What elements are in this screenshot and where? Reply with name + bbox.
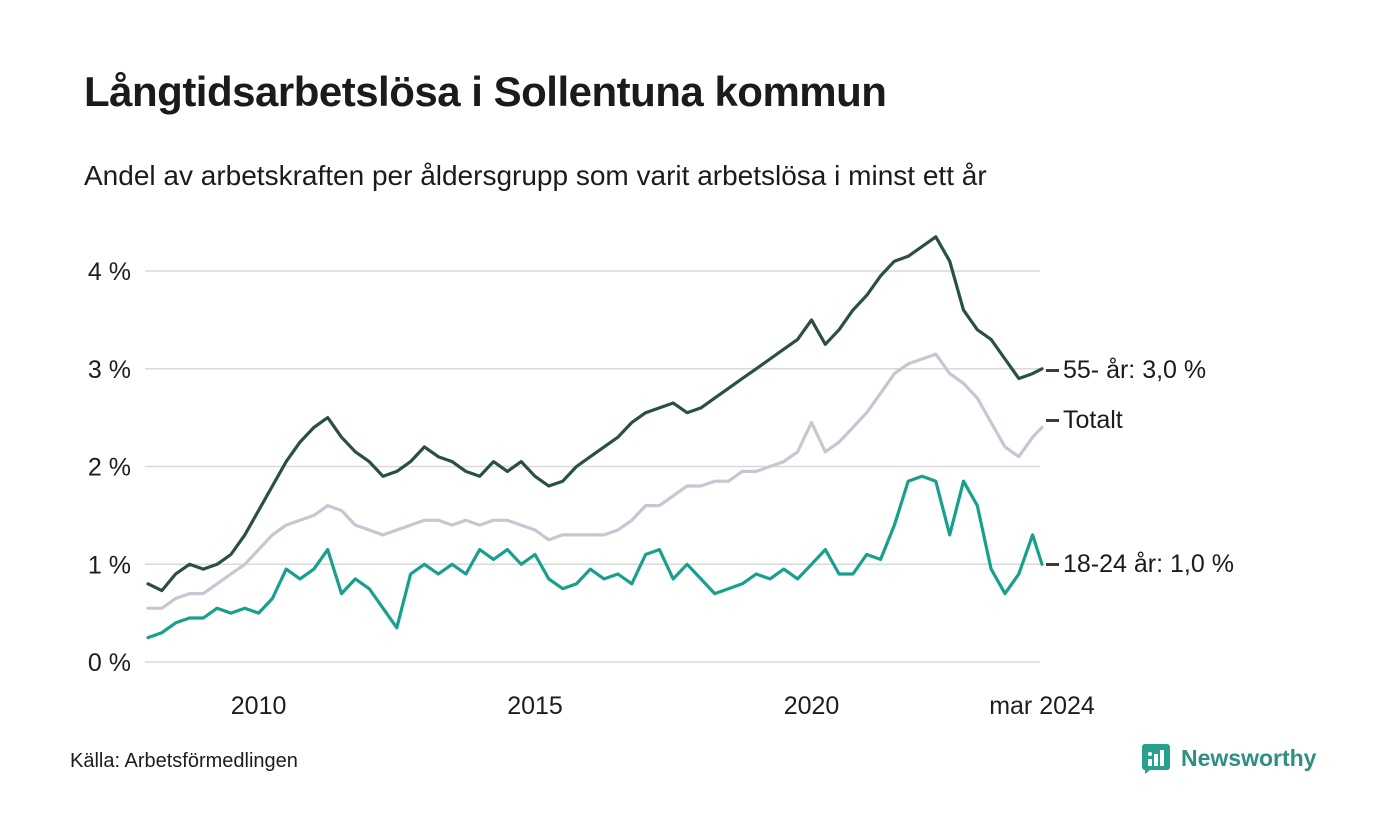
annotation-dash-icon [1046, 563, 1059, 566]
brand-logo: Newsworthy [1140, 742, 1316, 774]
y-tick-label: 1 % [88, 551, 131, 579]
brand-name: Newsworthy [1181, 744, 1317, 771]
x-tick-label: 2015 [507, 692, 563, 720]
y-tick-label: 2 % [88, 454, 131, 482]
annotation-label: 55- år: 3,0 % [1063, 356, 1207, 384]
series-line-55-r [146, 235, 1044, 593]
x-tick-label: 2020 [784, 692, 840, 720]
y-tick-label: 4 % [88, 258, 131, 286]
series-annotation-55: 55- år: 3,0 % [1046, 356, 1206, 385]
annotation-label: Totalt [1063, 406, 1123, 434]
series-annotation-18-24: 18-24 år: 1,0 % [1046, 550, 1234, 579]
x-tick-label: mar 2024 [989, 692, 1095, 720]
x-tick-label: 2010 [231, 692, 287, 720]
chart-title: Långtidsarbetslösa i Sollentuna kommun [84, 68, 887, 115]
series-line-18-24-r [146, 474, 1044, 640]
series-annotation-total: Totalt [1046, 406, 1123, 435]
newsworthy-logo-icon [1142, 744, 1170, 774]
source-note: Källa: Arbetsförmedlingen [70, 750, 298, 772]
annotation-dash-icon [1046, 419, 1059, 422]
y-tick-label: 0 % [88, 649, 131, 677]
y-tick-label: 3 % [88, 356, 131, 384]
chart-subtitle: Andel av arbetskraften per åldersgrupp s… [84, 160, 987, 191]
annotation-dash-icon [1046, 369, 1059, 372]
annotation-label: 18-24 år: 1,0 % [1063, 550, 1234, 578]
series-line-totalt [146, 352, 1044, 610]
